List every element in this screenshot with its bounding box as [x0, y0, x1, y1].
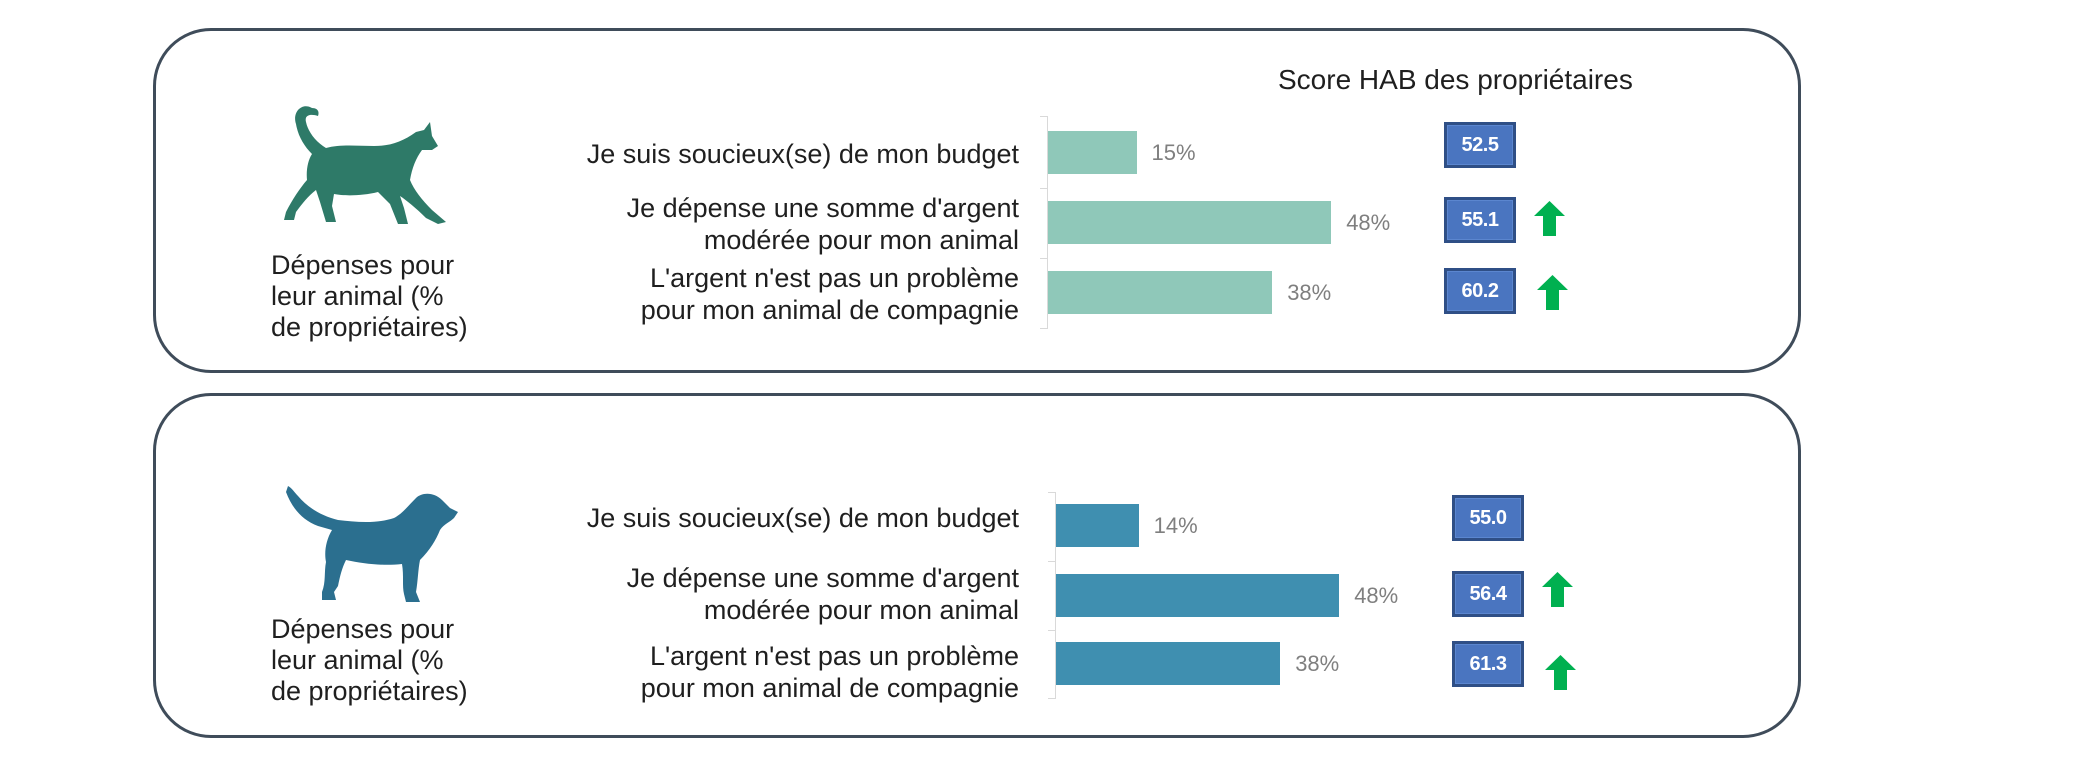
cat-bar	[1048, 131, 1137, 174]
label-line: Je dépense une somme d'argent	[626, 193, 1019, 223]
label-line: modérée pour mon animal	[703, 595, 1019, 625]
label-line: Je suis soucieux(se) de mon budget	[586, 139, 1019, 169]
label-line: pour mon animal de compagnie	[640, 295, 1019, 325]
cat-panel	[153, 28, 1801, 373]
cat-row-label-no-problem: L'argent n'est pas un problème pour mon …	[641, 262, 1019, 326]
cat-bar-value-label: 48%	[1346, 209, 1391, 235]
dog-score-badge: 56.4	[1452, 571, 1524, 617]
label-line: pour mon animal de compagnie	[640, 673, 1019, 703]
dog-bar	[1056, 574, 1340, 617]
dog-axis-tick	[1048, 560, 1056, 562]
cat-score-badge: 52.5	[1444, 122, 1516, 168]
cat-bar-value-label: 38%	[1287, 279, 1332, 305]
label-line: L'argent n'est pas un problème	[649, 263, 1019, 293]
cat-row-label-budget: Je suis soucieux(se) de mon budget	[587, 138, 1019, 170]
cat-axis-tick	[1040, 116, 1048, 117]
dog-row-label-moderate: Je dépense une somme d'argent modérée po…	[627, 562, 1019, 626]
arrow-up-icon	[1537, 275, 1568, 310]
dog-axis-tick	[1048, 629, 1056, 631]
cat-caption: Dépenses pour leur animal (% de propriét…	[271, 250, 521, 343]
arrow-up-icon	[1542, 572, 1573, 607]
caption-line: Dépenses pour	[271, 250, 455, 280]
cat-category-axis	[1047, 116, 1048, 328]
caption-line: de propriétaires)	[271, 312, 468, 342]
dog-bar-value-label: 38%	[1295, 650, 1340, 676]
cat-score-badge: 55.1	[1444, 197, 1516, 243]
dog-icon	[286, 486, 458, 602]
label-line: modérée pour mon animal	[703, 225, 1019, 255]
label-line: Je dépense une somme d'argent	[626, 563, 1019, 593]
dog-axis-tick	[1048, 492, 1056, 493]
cat-axis-tick	[1040, 257, 1048, 259]
caption-line: leur animal (%	[271, 645, 444, 675]
arrow-up-icon	[1545, 655, 1576, 690]
dog-score-badge: 61.3	[1452, 641, 1524, 687]
dog-row-label-no-problem: L'argent n'est pas un problème pour mon …	[641, 640, 1019, 704]
dog-bar-value-label: 14%	[1153, 512, 1198, 538]
dog-score-badge: 55.0	[1452, 495, 1524, 541]
cat-score-badge: 60.2	[1444, 268, 1516, 314]
caption-line: de propriétaires)	[271, 676, 468, 706]
label-line: L'argent n'est pas un problème	[649, 641, 1019, 671]
dog-panel	[153, 393, 1801, 738]
dog-bar	[1056, 504, 1139, 547]
dog-category-axis	[1055, 492, 1056, 698]
dog-bar-value-label: 48%	[1354, 582, 1399, 608]
arrow-up-icon	[1534, 201, 1565, 236]
dog-axis-tick	[1048, 698, 1056, 699]
cat-axis-tick	[1040, 187, 1048, 189]
dog-caption: Dépenses pour leur animal (% de propriét…	[271, 614, 521, 707]
cat-icon	[284, 106, 446, 224]
cat-bar	[1048, 201, 1332, 244]
caption-line: Dépenses pour	[271, 614, 455, 644]
cat-bar-value-label: 15%	[1151, 139, 1196, 165]
label-line: Je suis soucieux(se) de mon budget	[586, 503, 1019, 533]
score-hab-title: Score HAB des propriétaires	[1278, 64, 1633, 95]
cat-axis-tick	[1040, 328, 1048, 329]
dog-bar	[1056, 642, 1281, 685]
cat-row-label-moderate: Je dépense une somme d'argent modérée po…	[627, 192, 1019, 256]
cat-bar	[1048, 271, 1273, 314]
caption-line: leur animal (%	[271, 281, 444, 311]
dog-row-label-budget: Je suis soucieux(se) de mon budget	[587, 502, 1019, 534]
